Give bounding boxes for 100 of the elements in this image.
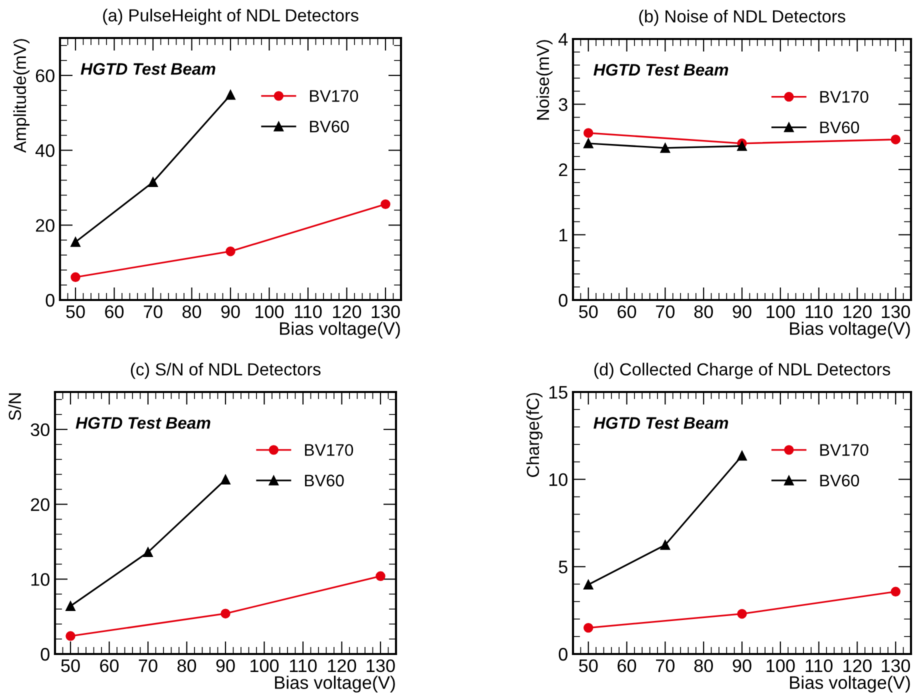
point xyxy=(226,90,236,100)
x-tick-label: 90 xyxy=(216,659,235,672)
x-tick-label: 70 xyxy=(144,305,162,318)
y-tick-label: 0 xyxy=(558,648,568,661)
point xyxy=(70,237,80,247)
point xyxy=(890,586,900,597)
point xyxy=(660,540,670,550)
point xyxy=(737,141,747,151)
x-tick-label: 120 xyxy=(844,659,872,672)
point xyxy=(376,571,386,582)
legend-label: BV170 xyxy=(305,444,354,456)
point xyxy=(584,128,594,138)
annotation: HGTD Test Beam xyxy=(80,63,216,75)
x-tick-label: 130 xyxy=(366,659,395,672)
legend-label: BV60 xyxy=(820,122,860,134)
x-tick-label: 130 xyxy=(882,305,910,318)
chart-title: (d) Collected Charge of NDL Detectors xyxy=(594,362,890,379)
point xyxy=(737,608,747,619)
point xyxy=(66,631,76,641)
x-tick-label: 80 xyxy=(694,659,713,672)
x-tick-label: 60 xyxy=(105,305,124,318)
y-tick-label: 2 xyxy=(559,163,568,176)
y-tick-label: 1 xyxy=(559,228,568,242)
y-tick-label: 5 xyxy=(558,560,568,574)
x-tick-label: 120 xyxy=(328,659,356,672)
point xyxy=(584,580,594,590)
x-tick-label: 100 xyxy=(766,659,795,672)
y-tick-label: 30 xyxy=(30,423,50,436)
y-tick-label: 60 xyxy=(36,69,54,82)
legend-label: BV170 xyxy=(310,90,358,102)
y-axis-title: S/N xyxy=(8,393,22,420)
x-tick-label: 60 xyxy=(618,659,636,672)
x-tick-label: 50 xyxy=(579,305,598,318)
x-tick-label: 110 xyxy=(290,659,317,672)
x-tick-label: 50 xyxy=(579,659,598,672)
point xyxy=(226,246,236,256)
x-axis-title: Bias voltage(V) xyxy=(275,676,395,693)
y-tick-label: 4 xyxy=(558,33,568,46)
y-axis-title: Amplitude(mV) xyxy=(13,39,30,153)
legend-label: BV60 xyxy=(820,474,860,486)
x-axis-title: Bias voltage(V) xyxy=(790,322,910,339)
point xyxy=(66,601,76,611)
x-tick-label: 120 xyxy=(333,305,362,318)
x-tick-label: 90 xyxy=(221,305,240,318)
x-tick-label: 100 xyxy=(766,305,795,318)
point xyxy=(148,177,158,187)
legend-label: BV170 xyxy=(820,444,868,456)
y-axis-title: Noise(mV) xyxy=(536,40,553,120)
y-tick-label: 0 xyxy=(40,648,50,661)
point xyxy=(220,608,230,618)
y-axis-title: Charge(fC) xyxy=(526,393,542,477)
point xyxy=(890,134,900,144)
y-tick-label: 20 xyxy=(36,219,54,232)
chart-title: (b) Noise of NDL Detectors xyxy=(639,10,846,26)
annotation: HGTD Test Beam xyxy=(594,64,728,76)
x-tick-label: 120 xyxy=(844,305,872,318)
point xyxy=(584,622,594,633)
x-tick-label: 70 xyxy=(138,659,158,672)
chart-title: (c) S/N of NDL Detectors xyxy=(130,362,321,379)
x-tick-label: 70 xyxy=(656,305,675,318)
y-tick-label: 40 xyxy=(35,144,54,158)
x-tick-label: 100 xyxy=(256,305,284,318)
x-tick-label: 110 xyxy=(806,305,833,318)
x-tick-label: 110 xyxy=(294,305,322,318)
x-axis-title: Bias voltage(V) xyxy=(280,322,400,339)
legend-label: BV170 xyxy=(820,90,868,103)
point xyxy=(660,143,670,153)
point xyxy=(737,450,747,461)
x-tick-label: 90 xyxy=(732,659,752,672)
y-tick-label: 15 xyxy=(549,386,568,399)
y-tick-label: 3 xyxy=(558,98,568,111)
point xyxy=(380,199,390,210)
point xyxy=(220,474,230,484)
y-tick-label: 0 xyxy=(558,294,568,307)
x-tick-label: 90 xyxy=(732,305,752,318)
point xyxy=(143,547,153,558)
legend-label: BV60 xyxy=(310,120,349,132)
x-tick-label: 60 xyxy=(618,305,636,318)
x-tick-label: 80 xyxy=(694,305,713,318)
x-tick-label: 60 xyxy=(100,659,119,672)
y-tick-label: 0 xyxy=(46,294,54,307)
point xyxy=(584,138,594,148)
y-tick-label: 10 xyxy=(31,573,50,586)
x-tick-label: 50 xyxy=(66,305,85,318)
x-tick-label: 130 xyxy=(372,305,400,318)
legend-label: BV60 xyxy=(305,474,344,486)
y-tick-label: 10 xyxy=(549,473,568,486)
x-tick-label: 100 xyxy=(250,659,279,672)
x-tick-label: 70 xyxy=(656,659,675,672)
x-tick-label: 80 xyxy=(177,659,196,672)
x-tick-label: 110 xyxy=(806,659,833,672)
x-axis-title: Bias voltage(V) xyxy=(790,676,910,693)
point xyxy=(70,272,80,282)
annotation: HGTD Test Beam xyxy=(594,417,728,429)
y-tick-label: 20 xyxy=(30,498,50,512)
chart-title: (a) PulseHeight of NDL Detectors xyxy=(103,8,358,25)
annotation: HGTD Test Beam xyxy=(76,417,210,429)
x-tick-label: 80 xyxy=(182,305,202,318)
x-tick-label: 130 xyxy=(882,659,910,672)
x-tick-label: 50 xyxy=(61,659,80,672)
